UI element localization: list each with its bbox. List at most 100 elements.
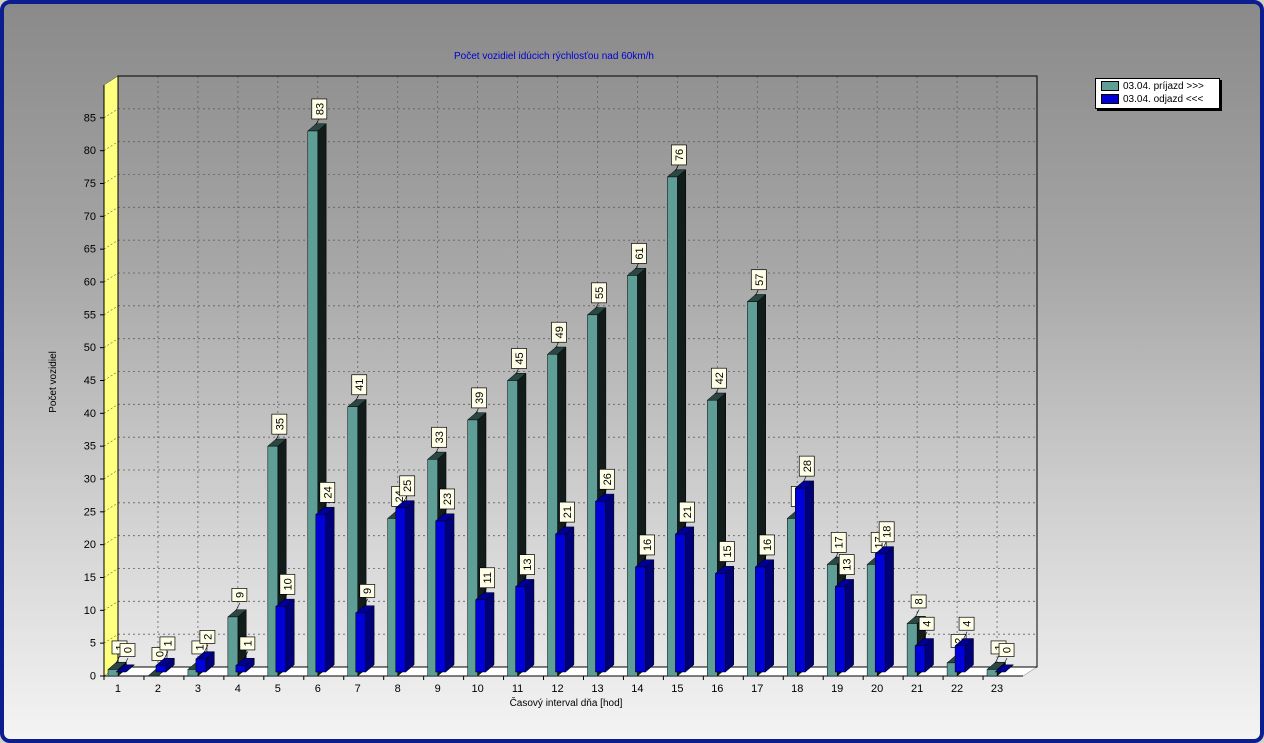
x-tick-label: 6 — [315, 683, 321, 695]
x-tick-label: 1 — [115, 683, 121, 695]
bar-front — [467, 419, 478, 677]
data-label-text: 42 — [714, 372, 726, 384]
bar-front — [747, 301, 758, 677]
x-tick-label: 7 — [355, 683, 361, 695]
data-label-box — [758, 534, 775, 556]
data-label-box — [279, 573, 296, 595]
data-label-text: 76 — [674, 149, 686, 161]
data-label-box — [798, 455, 815, 477]
data-label-text: 13 — [522, 559, 534, 571]
x-tick-label: 3 — [195, 683, 201, 695]
bar: 13 — [514, 554, 535, 673]
data-label-leader — [123, 657, 129, 667]
bar-front — [475, 599, 486, 673]
grid-line-wall — [103, 568, 119, 578]
grid-line-wall — [103, 601, 119, 611]
y-tick-label: 25 — [84, 506, 96, 518]
data-label-box — [679, 501, 695, 523]
bar-front — [267, 445, 279, 677]
y-tick-label: 5 — [90, 638, 96, 650]
data-label-box — [599, 468, 615, 490]
data-label-text: 21 — [562, 506, 574, 518]
y-tick-label: 60 — [84, 277, 96, 289]
legend: 03.04. príjazd >>> 03.04. odjazd <<< — [1095, 78, 1220, 109]
bar: 1 — [155, 636, 176, 673]
bar-side — [765, 559, 774, 673]
x-tick-label: 19 — [831, 683, 843, 695]
data-label-text: 41 — [354, 379, 366, 391]
bar: 4 — [954, 616, 975, 673]
data-label: 13 — [519, 554, 535, 575]
bar: 13 — [834, 554, 855, 673]
x-tick-label: 12 — [551, 683, 563, 695]
legend-label-prijazd: 03.04. príjazd >>> — [1123, 81, 1204, 92]
data-label: 24 — [319, 482, 336, 503]
data-label-box — [119, 643, 136, 657]
x-tick-label: 15 — [671, 683, 683, 695]
y-tick-label: 45 — [84, 375, 96, 387]
bar-front — [954, 645, 966, 673]
bar-side — [645, 559, 655, 673]
bar-front — [547, 353, 558, 677]
bar-front — [587, 314, 598, 677]
data-label-box — [750, 269, 767, 291]
bar-front — [187, 669, 199, 677]
data-label-text: 4 — [922, 621, 934, 627]
x-tick-label: 2 — [155, 683, 161, 695]
data-label-text: 9 — [234, 592, 246, 598]
x-axis-title: Časový interval dňa [hod] — [510, 696, 623, 709]
bar: 16 — [754, 534, 775, 673]
data-label: 21 — [559, 501, 575, 523]
data-label-box — [479, 567, 495, 589]
bar: 28 — [794, 455, 815, 673]
data-label-text: 13 — [842, 559, 854, 571]
y-tick-label: 70 — [84, 211, 96, 223]
y-tick-label: 40 — [84, 408, 96, 420]
data-label-leader — [1002, 657, 1008, 667]
legend-swatch-odjazd — [1101, 94, 1119, 105]
legend-swatch-prijazd — [1101, 81, 1119, 92]
data-label-box — [271, 413, 288, 435]
data-label-box — [998, 643, 1015, 657]
bar-side — [685, 526, 695, 673]
grid-line-wall — [103, 436, 119, 447]
data-label: 15 — [718, 541, 735, 562]
data-label: 9 — [359, 584, 376, 598]
bar-side — [405, 500, 415, 673]
bar-front — [435, 520, 446, 673]
data-label-text: 1 — [242, 640, 254, 646]
data-label-leader — [163, 651, 169, 660]
bar-side — [325, 506, 335, 673]
grid-line-wall — [103, 141, 119, 151]
bar-front — [315, 514, 327, 673]
grid-line-wall — [103, 239, 119, 250]
data-label-text: 35 — [274, 418, 286, 430]
data-label-box — [710, 367, 727, 389]
data-label-leader — [994, 655, 1000, 664]
data-label-text: 57 — [754, 274, 766, 286]
bar-front — [155, 665, 167, 673]
data-label: 55 — [591, 282, 607, 304]
data-label: 4 — [958, 616, 975, 631]
data-label-box — [551, 321, 567, 343]
data-label-text: 10 — [282, 578, 294, 590]
data-label-box — [918, 616, 935, 631]
bar-side — [844, 578, 854, 673]
plot-frame — [117, 75, 1038, 668]
bar-front — [914, 645, 926, 673]
data-label-text: 55 — [594, 287, 606, 299]
data-label: 1 — [239, 636, 256, 651]
grid-line-wall — [103, 404, 119, 414]
data-label-text: 39 — [474, 392, 486, 404]
legend-item-odjazd: 03.04. odjazd <<< — [1101, 94, 1203, 106]
data-label-text: 11 — [482, 572, 494, 583]
bar: 21 — [674, 501, 695, 673]
legend-label-odjazd: 03.04. odjazd <<< — [1123, 94, 1204, 105]
data-label: 1 — [159, 636, 176, 651]
bar-top — [115, 664, 136, 673]
legend-item-prijazd: 03.04. príjazd >>> — [1101, 81, 1204, 93]
data-label: 18 — [878, 521, 895, 543]
bar-front — [355, 612, 366, 673]
grid-line-wall — [103, 174, 119, 184]
